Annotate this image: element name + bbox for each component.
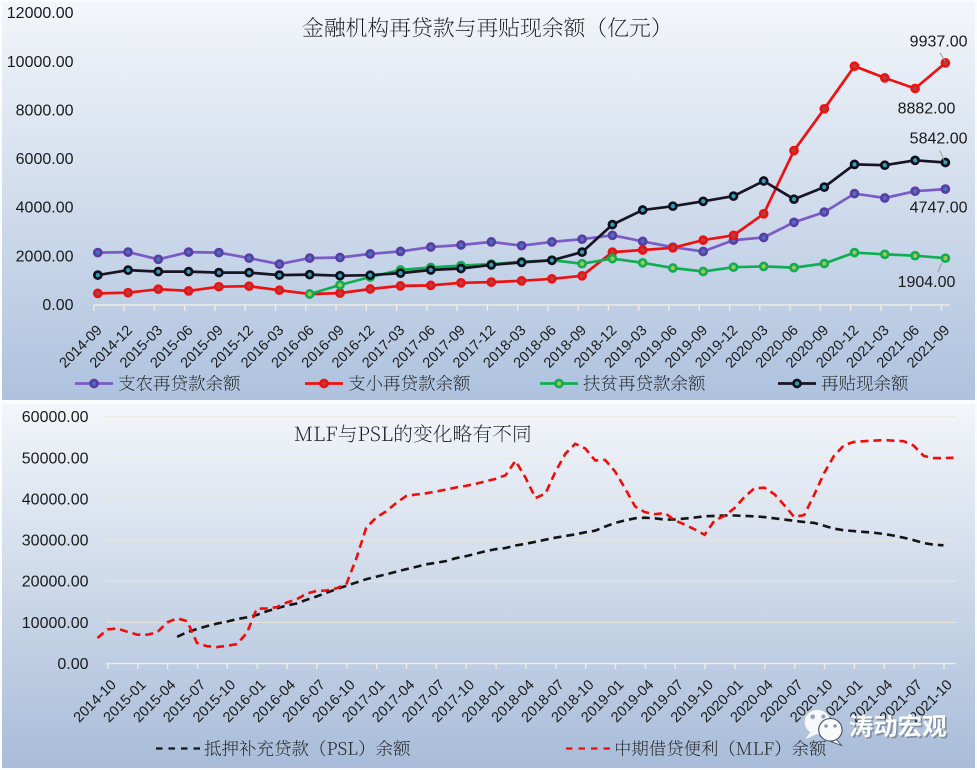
svg-text:12000.00: 12000.00 [7,5,74,22]
svg-text:4000.00: 4000.00 [16,200,74,217]
svg-text:1904.00: 1904.00 [898,274,956,291]
svg-text:4747.00: 4747.00 [910,200,968,217]
svg-text:8000.00: 8000.00 [16,102,74,119]
svg-text:10000.00: 10000.00 [7,54,74,71]
svg-text:8882.00: 8882.00 [898,100,956,117]
svg-text:60000.00: 60000.00 [22,409,89,426]
svg-text:9937.00: 9937.00 [910,33,968,50]
svg-text:20000.00: 20000.00 [22,574,89,591]
svg-text:0.00: 0.00 [57,656,88,673]
svg-text:6000.00: 6000.00 [16,151,74,168]
svg-text:10000.00: 10000.00 [22,615,89,632]
svg-text:5842.00: 5842.00 [910,130,968,147]
svg-text:30000.00: 30000.00 [22,533,89,550]
svg-text:2000.00: 2000.00 [16,248,74,265]
svg-text:0.00: 0.00 [42,297,73,314]
svg-text:50000.00: 50000.00 [22,450,89,467]
svg-text:40000.00: 40000.00 [22,491,89,508]
